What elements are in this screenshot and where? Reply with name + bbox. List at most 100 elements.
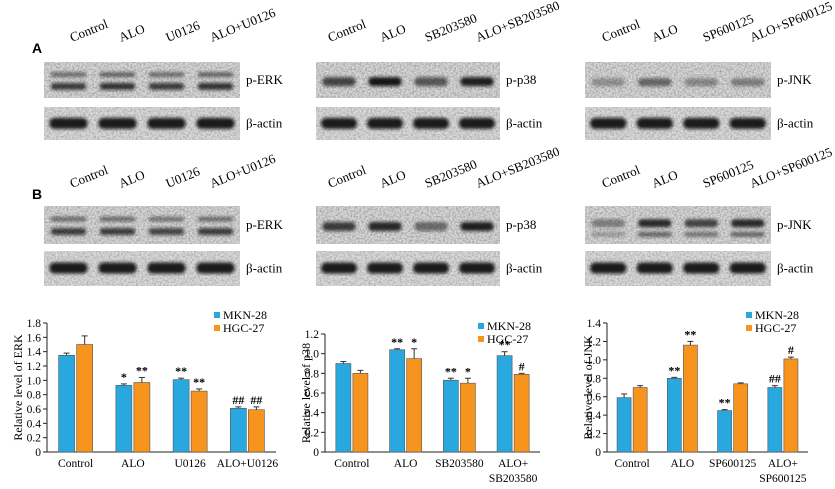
y-tick-label: 0 <box>313 447 319 459</box>
x-tick-label: Control <box>58 458 93 470</box>
actin-band <box>729 262 766 274</box>
bar <box>406 358 422 453</box>
lane-label: Control <box>600 162 643 191</box>
lane-label: Control <box>600 16 643 45</box>
protein-band <box>460 77 494 87</box>
protein-band <box>148 72 185 78</box>
blot-texture <box>44 62 240 98</box>
x-tick-label: ALO+ SP600125 <box>759 458 807 485</box>
protein-band <box>414 221 448 231</box>
target-blot-label: p-p38 <box>506 217 536 232</box>
protein-band <box>322 77 356 87</box>
x-tick-label-line: ALO <box>121 458 145 470</box>
significance-label: ## <box>250 393 262 407</box>
actin-band <box>459 117 495 129</box>
protein-band <box>731 78 765 87</box>
actin-blot-label: β-actin <box>506 116 543 131</box>
x-tick-label-line: SP600125 <box>709 458 757 470</box>
lane-label: ALO+U0126 <box>208 151 278 191</box>
y-axis-title: Relative level of JNK <box>581 335 595 440</box>
y-tick-label: 1.8 <box>27 318 42 330</box>
lane-label: ALO <box>650 167 680 191</box>
x-tick-label-line: ALO+ <box>498 458 528 470</box>
significance-label: ** <box>175 364 187 378</box>
x-tick-label-line: ALO+U0126 <box>217 458 279 470</box>
x-tick-label: Control <box>615 458 650 470</box>
protein-band <box>368 77 402 87</box>
target-blot-label: p-ERK <box>246 72 283 87</box>
y-tick-label: 0.8 <box>305 368 320 380</box>
significance-label: * <box>411 335 417 349</box>
protein-band <box>638 219 672 228</box>
lane-label: Control <box>326 16 369 45</box>
actin-blot-label: β-actin <box>777 116 814 131</box>
protein-band <box>684 219 718 228</box>
legend-label: MKN-28 <box>223 308 267 322</box>
protein-band <box>638 231 672 237</box>
actin-blot-label: β-actin <box>246 116 283 131</box>
lane-label: ALO+SB203580 <box>474 0 562 45</box>
bar <box>733 383 748 453</box>
y-tick-label: 0.2 <box>27 433 42 445</box>
actin-blot-label: β-actin <box>506 261 543 276</box>
x-tick-label-line: ALO <box>671 458 695 470</box>
bar <box>667 377 682 453</box>
bar <box>115 385 133 453</box>
y-tick-label: 1.0 <box>587 355 602 367</box>
x-tick-label: SB203580 <box>435 458 484 470</box>
target-blot-label: p-p38 <box>506 72 536 87</box>
protein-band <box>148 228 185 236</box>
actin-band <box>321 262 357 274</box>
x-tick-label: ALO+ SB203580 <box>489 458 538 485</box>
protein-band <box>99 72 136 78</box>
actin-band <box>636 117 673 129</box>
actin-band <box>590 262 627 274</box>
significance-label: ** <box>684 327 696 341</box>
y-tick-label: 0.2 <box>587 429 602 441</box>
actin-band <box>49 117 88 129</box>
significance-label: ** <box>193 375 205 389</box>
legend-swatch <box>214 312 220 318</box>
y-tick-label: 0.4 <box>305 408 320 420</box>
actin-band <box>196 262 235 274</box>
actin-band <box>413 117 449 129</box>
protein-band <box>197 216 234 222</box>
y-tick-label: 1.6 <box>27 332 42 344</box>
legend-swatch <box>478 323 484 329</box>
protein-band <box>197 82 234 90</box>
significance-label: ** <box>136 363 148 377</box>
significance-label: ** <box>668 363 680 377</box>
target-blot-label: p-ERK <box>246 217 283 232</box>
bar <box>717 410 732 453</box>
bar <box>133 382 151 453</box>
y-axis-title: Relative level of ERK <box>11 334 25 441</box>
actin-band <box>636 262 673 274</box>
lane-label: ALO+SP600125 <box>748 0 835 45</box>
protein-band <box>368 221 402 231</box>
lane-label: ALO <box>378 167 408 191</box>
protein-band <box>197 228 234 236</box>
protein-band <box>50 216 87 222</box>
y-tick-label: 0 <box>35 447 41 459</box>
y-tick-label: 1.4 <box>27 347 42 359</box>
y-tick-label: 0.6 <box>305 388 320 400</box>
significance-label: ** <box>391 335 403 349</box>
actin-band <box>98 117 137 129</box>
y-tick-label: 0 <box>595 447 601 459</box>
x-tick-label: ALO <box>121 458 145 470</box>
x-tick-label: ALO+U0126 <box>217 458 279 470</box>
actin-band <box>729 117 766 129</box>
y-tick-label: 1.4 <box>587 318 602 330</box>
target-blot-label: p-JNK <box>777 217 812 232</box>
x-tick-label: Control <box>334 458 369 470</box>
target-blot-label: p-JNK <box>777 72 812 87</box>
protein-band <box>99 82 136 90</box>
significance-label: ** <box>719 396 731 410</box>
y-tick-label: 1.0 <box>305 349 320 361</box>
actin-band <box>196 117 235 129</box>
legend-swatch <box>478 336 484 342</box>
y-tick-label: 0.8 <box>587 373 602 385</box>
actin-blot-label: β-actin <box>246 261 283 276</box>
